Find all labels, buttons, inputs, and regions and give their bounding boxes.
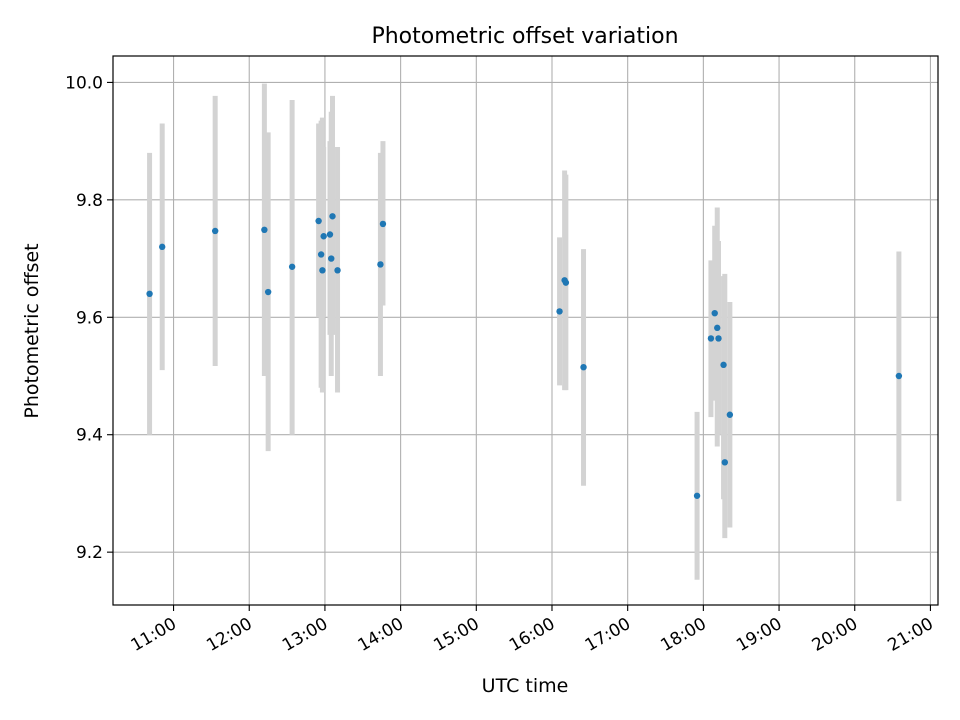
data-point [261,226,268,234]
data-point [895,372,903,380]
data-point [720,361,727,369]
plot-frame [112,55,939,606]
data-point [319,267,326,274]
x-tick-label: 13:00 [279,614,331,656]
x-tick-label: 12:00 [203,614,255,656]
data-point [707,335,715,342]
y-tick-label: 9.8 [76,191,103,211]
data-point [146,290,153,298]
y-axis-label: Photometric offset [21,243,43,418]
data-point [211,227,219,235]
x-tick-label: 15:00 [430,614,482,656]
x-tick-label: 11:00 [128,614,180,656]
x-tick-label: 14:00 [355,614,407,656]
chart-title: Photometric offset variation [371,24,678,49]
y-axis-ticks: 9.2 9.4 9.6 9.8 10.0 [65,73,113,563]
error-bars [147,83,902,580]
y-tick-label: 9.2 [76,543,103,563]
data-point [379,220,387,228]
data-point [315,217,322,225]
data-point [711,309,718,317]
x-tick-label: 19:00 [733,614,785,656]
data-point [320,233,327,240]
data-point [317,251,325,258]
data-point [377,261,384,268]
data-point [334,267,341,274]
x-axis-label: UTC time [482,675,569,697]
y-tick-label: 10.0 [65,73,103,93]
data-point [326,231,334,238]
y-tick-label: 9.4 [76,426,103,446]
data-points [146,213,903,499]
x-axis-ticks: 11:00 12:00 13:00 14:00 15:00 16:00 17:00 18:00… [128,605,937,656]
data-point [556,308,563,315]
data-point [693,492,701,499]
x-tick-label: 18:00 [657,614,709,656]
y-tick-label: 9.6 [76,308,103,328]
data-point [328,255,335,262]
data-point [562,279,570,286]
data-point [329,213,336,220]
x-tick-label: 16:00 [506,614,558,656]
data-point [726,411,734,418]
data-point [288,263,296,270]
x-tick-label: 20:00 [809,614,861,656]
data-point [721,459,729,466]
x-tick-label: 21:00 [884,614,936,656]
data-point [715,335,722,342]
grid-lines [113,56,938,605]
data-point [264,288,272,296]
data-point [580,363,587,371]
data-point [714,324,721,332]
x-tick-label: 17:00 [582,614,634,656]
data-point [158,243,166,251]
